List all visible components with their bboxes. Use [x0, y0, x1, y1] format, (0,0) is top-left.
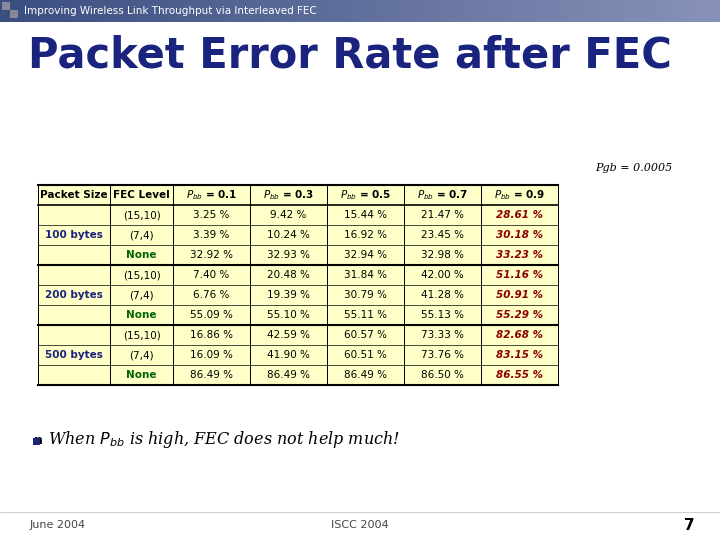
Bar [10, 10, 18, 18]
Text: 19.39 %: 19.39 % [267, 290, 310, 300]
Text: (15,10): (15,10) [122, 270, 161, 280]
Text: 32.93 %: 32.93 % [267, 250, 310, 260]
Text: 60.57 %: 60.57 % [344, 330, 387, 340]
Bar [10, 2, 18, 10]
Text: $P_{bb}$ = 0.1: $P_{bb}$ = 0.1 [186, 188, 237, 202]
Text: 31.84 %: 31.84 % [344, 270, 387, 280]
Text: 3.39 %: 3.39 % [193, 230, 230, 240]
Text: Improving Wireless Link Throughput via Interleaved FEC: Improving Wireless Link Throughput via I… [24, 6, 317, 16]
Text: 55.09 %: 55.09 % [190, 310, 233, 320]
Text: 6.76 %: 6.76 % [193, 290, 230, 300]
Text: 30.79 %: 30.79 % [344, 290, 387, 300]
Text: 200 bytes: 200 bytes [45, 290, 103, 300]
Text: None: None [126, 310, 157, 320]
Text: 55.13 %: 55.13 % [421, 310, 464, 320]
Text: 60.51 %: 60.51 % [344, 350, 387, 360]
Text: None: None [126, 370, 157, 380]
Text: Packet Error Rate after FEC: Packet Error Rate after FEC [28, 35, 672, 77]
Text: 32.92 %: 32.92 % [190, 250, 233, 260]
Text: 3.25 %: 3.25 % [193, 210, 230, 220]
Text: 9.42 %: 9.42 % [270, 210, 307, 220]
Text: 73.76 %: 73.76 % [421, 350, 464, 360]
Text: When $P_{bb}$ is high, FEC does not help much!: When $P_{bb}$ is high, FEC does not help… [48, 429, 400, 450]
Text: 30.18 %: 30.18 % [496, 230, 543, 240]
Text: ISCC 2004: ISCC 2004 [331, 520, 389, 530]
Text: 50.91 %: 50.91 % [496, 290, 543, 300]
Text: 55.29 %: 55.29 % [496, 310, 543, 320]
Text: $P_{bb}$ = 0.5: $P_{bb}$ = 0.5 [340, 188, 391, 202]
Text: 21.47 %: 21.47 % [421, 210, 464, 220]
Text: 16.92 %: 16.92 % [344, 230, 387, 240]
Text: 83.15 %: 83.15 % [496, 350, 543, 360]
Text: 86.49 %: 86.49 % [190, 370, 233, 380]
Text: 7: 7 [685, 517, 695, 532]
Text: 28.61 %: 28.61 % [496, 210, 543, 220]
Text: 7.40 %: 7.40 % [194, 270, 230, 280]
Bar [2, 2, 10, 10]
Text: 20.48 %: 20.48 % [267, 270, 310, 280]
Text: June 2004: June 2004 [30, 520, 86, 530]
Text: 55.10 %: 55.10 % [267, 310, 310, 320]
Bar [2, 10, 10, 18]
Text: (7,4): (7,4) [129, 230, 154, 240]
Text: 32.94 %: 32.94 % [344, 250, 387, 260]
Text: 86.55 %: 86.55 % [496, 370, 543, 380]
Text: (15,10): (15,10) [122, 210, 161, 220]
Text: $P_{bb}$ = 0.7: $P_{bb}$ = 0.7 [417, 188, 468, 202]
Text: $P_{bb}$ = 0.9: $P_{bb}$ = 0.9 [494, 188, 545, 202]
Text: 41.90 %: 41.90 % [267, 350, 310, 360]
Text: 16.09 %: 16.09 % [190, 350, 233, 360]
Text: 42.00 %: 42.00 % [421, 270, 464, 280]
Text: 10.24 %: 10.24 % [267, 230, 310, 240]
Text: 86.50 %: 86.50 % [421, 370, 464, 380]
Text: 23.45 %: 23.45 % [421, 230, 464, 240]
Text: 51.16 %: 51.16 % [496, 270, 543, 280]
Text: 100 bytes: 100 bytes [45, 230, 103, 240]
Text: $P_{bb}$ = 0.3: $P_{bb}$ = 0.3 [263, 188, 314, 202]
Text: 86.49 %: 86.49 % [344, 370, 387, 380]
Bar [33, 438, 40, 445]
Text: n: n [34, 434, 43, 447]
Bar [38, 185, 558, 385]
Text: FEC Level: FEC Level [113, 190, 170, 200]
Text: (15,10): (15,10) [122, 330, 161, 340]
Text: (7,4): (7,4) [129, 290, 154, 300]
Text: (7,4): (7,4) [129, 350, 154, 360]
Text: 500 bytes: 500 bytes [45, 350, 103, 360]
Text: Pgb = 0.0005: Pgb = 0.0005 [595, 163, 672, 173]
Text: 33.23 %: 33.23 % [496, 250, 543, 260]
Text: 32.98 %: 32.98 % [421, 250, 464, 260]
Text: 42.59 %: 42.59 % [267, 330, 310, 340]
Text: None: None [126, 250, 157, 260]
Text: 73.33 %: 73.33 % [421, 330, 464, 340]
Text: 15.44 %: 15.44 % [344, 210, 387, 220]
Text: 86.49 %: 86.49 % [267, 370, 310, 380]
Text: 16.86 %: 16.86 % [190, 330, 233, 340]
Text: 82.68 %: 82.68 % [496, 330, 543, 340]
Text: 41.28 %: 41.28 % [421, 290, 464, 300]
Text: Packet Size: Packet Size [40, 190, 108, 200]
Text: 55.11 %: 55.11 % [344, 310, 387, 320]
